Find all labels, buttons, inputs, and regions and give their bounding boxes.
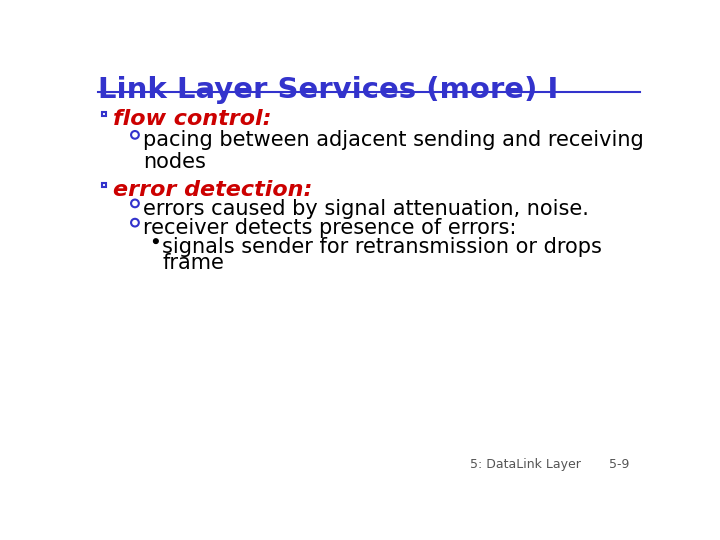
Text: frame: frame xyxy=(162,253,224,273)
Text: flow control:: flow control: xyxy=(113,109,271,129)
Text: 5-9: 5-9 xyxy=(609,458,629,471)
Circle shape xyxy=(153,239,158,244)
Text: signals sender for retransmission or drops: signals sender for retransmission or dro… xyxy=(162,237,602,256)
Text: 5: DataLink Layer: 5: DataLink Layer xyxy=(469,458,580,471)
Bar xyxy=(102,112,107,117)
Text: nodes: nodes xyxy=(143,152,206,172)
Text: pacing between adjacent sending and receiving: pacing between adjacent sending and rece… xyxy=(143,130,644,150)
Text: errors caused by signal attenuation, noise.: errors caused by signal attenuation, noi… xyxy=(143,199,588,219)
Bar xyxy=(102,183,107,187)
Text: receiver detects presence of errors:: receiver detects presence of errors: xyxy=(143,218,516,238)
Text: Link Layer Services (more) I: Link Layer Services (more) I xyxy=(98,76,558,104)
Text: error detection:: error detection: xyxy=(113,179,312,200)
